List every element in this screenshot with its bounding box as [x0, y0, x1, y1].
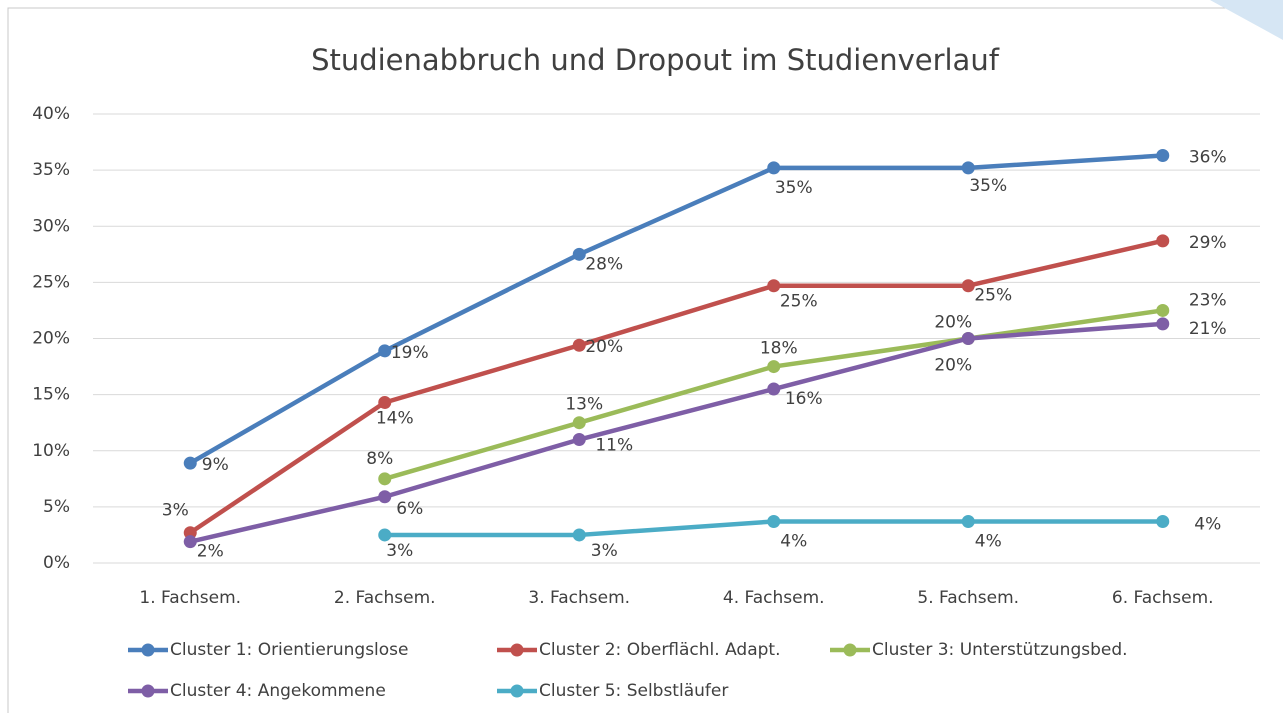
- data-point: [1156, 149, 1170, 163]
- y-tick-label: 20%: [32, 329, 70, 349]
- data-label: 20%: [934, 356, 972, 376]
- y-tick-label: 0%: [43, 553, 70, 573]
- data-label: 25%: [974, 286, 1012, 306]
- data-point: [1156, 514, 1170, 528]
- legend-marker: [141, 684, 155, 698]
- frame: [7, 7, 1283, 713]
- data-label: 3%: [386, 541, 413, 561]
- data-label: 20%: [934, 313, 972, 333]
- series-line: [189, 321, 1163, 544]
- legend-marker: [510, 684, 524, 698]
- data-point: [183, 526, 197, 540]
- data-point: [572, 416, 586, 430]
- data-point: [183, 456, 197, 470]
- data-point: [378, 344, 392, 358]
- data-label: 35%: [969, 176, 1007, 196]
- data-point: [572, 433, 586, 447]
- data-label: 9%: [202, 455, 229, 475]
- x-tick-label: 3. Fachsem.: [528, 588, 630, 608]
- data-point: [183, 535, 197, 549]
- legend-marker: [510, 643, 524, 657]
- legend-label: Cluster 5: Selbstläufer: [539, 681, 728, 701]
- y-tick-label: 15%: [32, 385, 70, 405]
- data-point: [767, 514, 781, 528]
- y-tick-label: 40%: [32, 104, 70, 124]
- chart-title: Studienabbruch und Dropout im Studienver…: [311, 43, 1000, 77]
- data-point: [378, 490, 392, 504]
- data-label: 21%: [1189, 319, 1227, 339]
- data-point: [378, 395, 392, 409]
- data-point: [767, 382, 781, 396]
- series-line: [189, 153, 1163, 466]
- legend-label: Cluster 2: Oberflächl. Adapt.: [539, 640, 781, 660]
- data-label: 8%: [366, 449, 393, 469]
- data-label: 19%: [391, 343, 429, 363]
- data-point: [961, 514, 975, 528]
- x-tick-label: 4. Fachsem.: [723, 588, 825, 608]
- data-point: [961, 161, 975, 175]
- corner-decoration: [1210, 0, 1283, 40]
- data-point: [1156, 234, 1170, 248]
- data-point: [378, 472, 392, 486]
- legend-label: Cluster 4: Angekommene: [170, 681, 386, 701]
- data-point: [1156, 303, 1170, 317]
- x-tick-label: 2. Fachsem.: [334, 588, 436, 608]
- data-label: 25%: [780, 292, 818, 312]
- y-tick-label: 25%: [32, 272, 70, 292]
- data-label: 6%: [396, 499, 423, 519]
- data-point: [767, 360, 781, 374]
- y-tick-label: 30%: [32, 216, 70, 236]
- x-tick-label: 6. Fachsem.: [1112, 588, 1214, 608]
- data-point: [572, 338, 586, 352]
- data-label: 14%: [376, 408, 414, 428]
- legend-marker: [141, 643, 155, 657]
- data-point: [1156, 317, 1170, 331]
- data-label: 3%: [591, 541, 618, 561]
- data-label: 36%: [1189, 148, 1227, 168]
- data-label: 29%: [1189, 233, 1227, 253]
- data-label: 28%: [585, 254, 623, 274]
- data-label: 11%: [595, 436, 633, 456]
- data-label: 35%: [775, 178, 813, 198]
- legend-marker: [843, 643, 857, 657]
- data-point: [378, 528, 392, 542]
- data-label: 4%: [780, 531, 807, 551]
- data-point: [961, 332, 975, 345]
- data-label: 16%: [785, 389, 823, 409]
- data-label: 4%: [1194, 514, 1221, 534]
- data-label: 13%: [565, 395, 603, 415]
- data-label: 4%: [975, 531, 1002, 551]
- data-label: 20%: [585, 337, 623, 357]
- y-tick-label: 35%: [32, 160, 70, 180]
- data-point: [767, 279, 781, 293]
- y-tick-label: 10%: [32, 441, 70, 461]
- data-label: 23%: [1189, 290, 1227, 310]
- data-label: 3%: [162, 501, 189, 521]
- y-tick-label: 5%: [43, 497, 70, 517]
- data-label: 2%: [197, 542, 224, 562]
- data-label: 18%: [760, 339, 798, 359]
- legend-label: Cluster 3: Unterstützungsbed.: [872, 640, 1128, 660]
- x-tick-label: 5. Fachsem.: [917, 588, 1019, 608]
- data-point: [767, 161, 781, 175]
- legend-label: Cluster 1: Orientierungslose: [170, 640, 409, 660]
- series-line: [188, 238, 1164, 535]
- data-point: [961, 279, 975, 293]
- data-point: [572, 528, 586, 542]
- data-point: [572, 247, 586, 261]
- x-tick-label: 1. Fachsem.: [139, 588, 241, 608]
